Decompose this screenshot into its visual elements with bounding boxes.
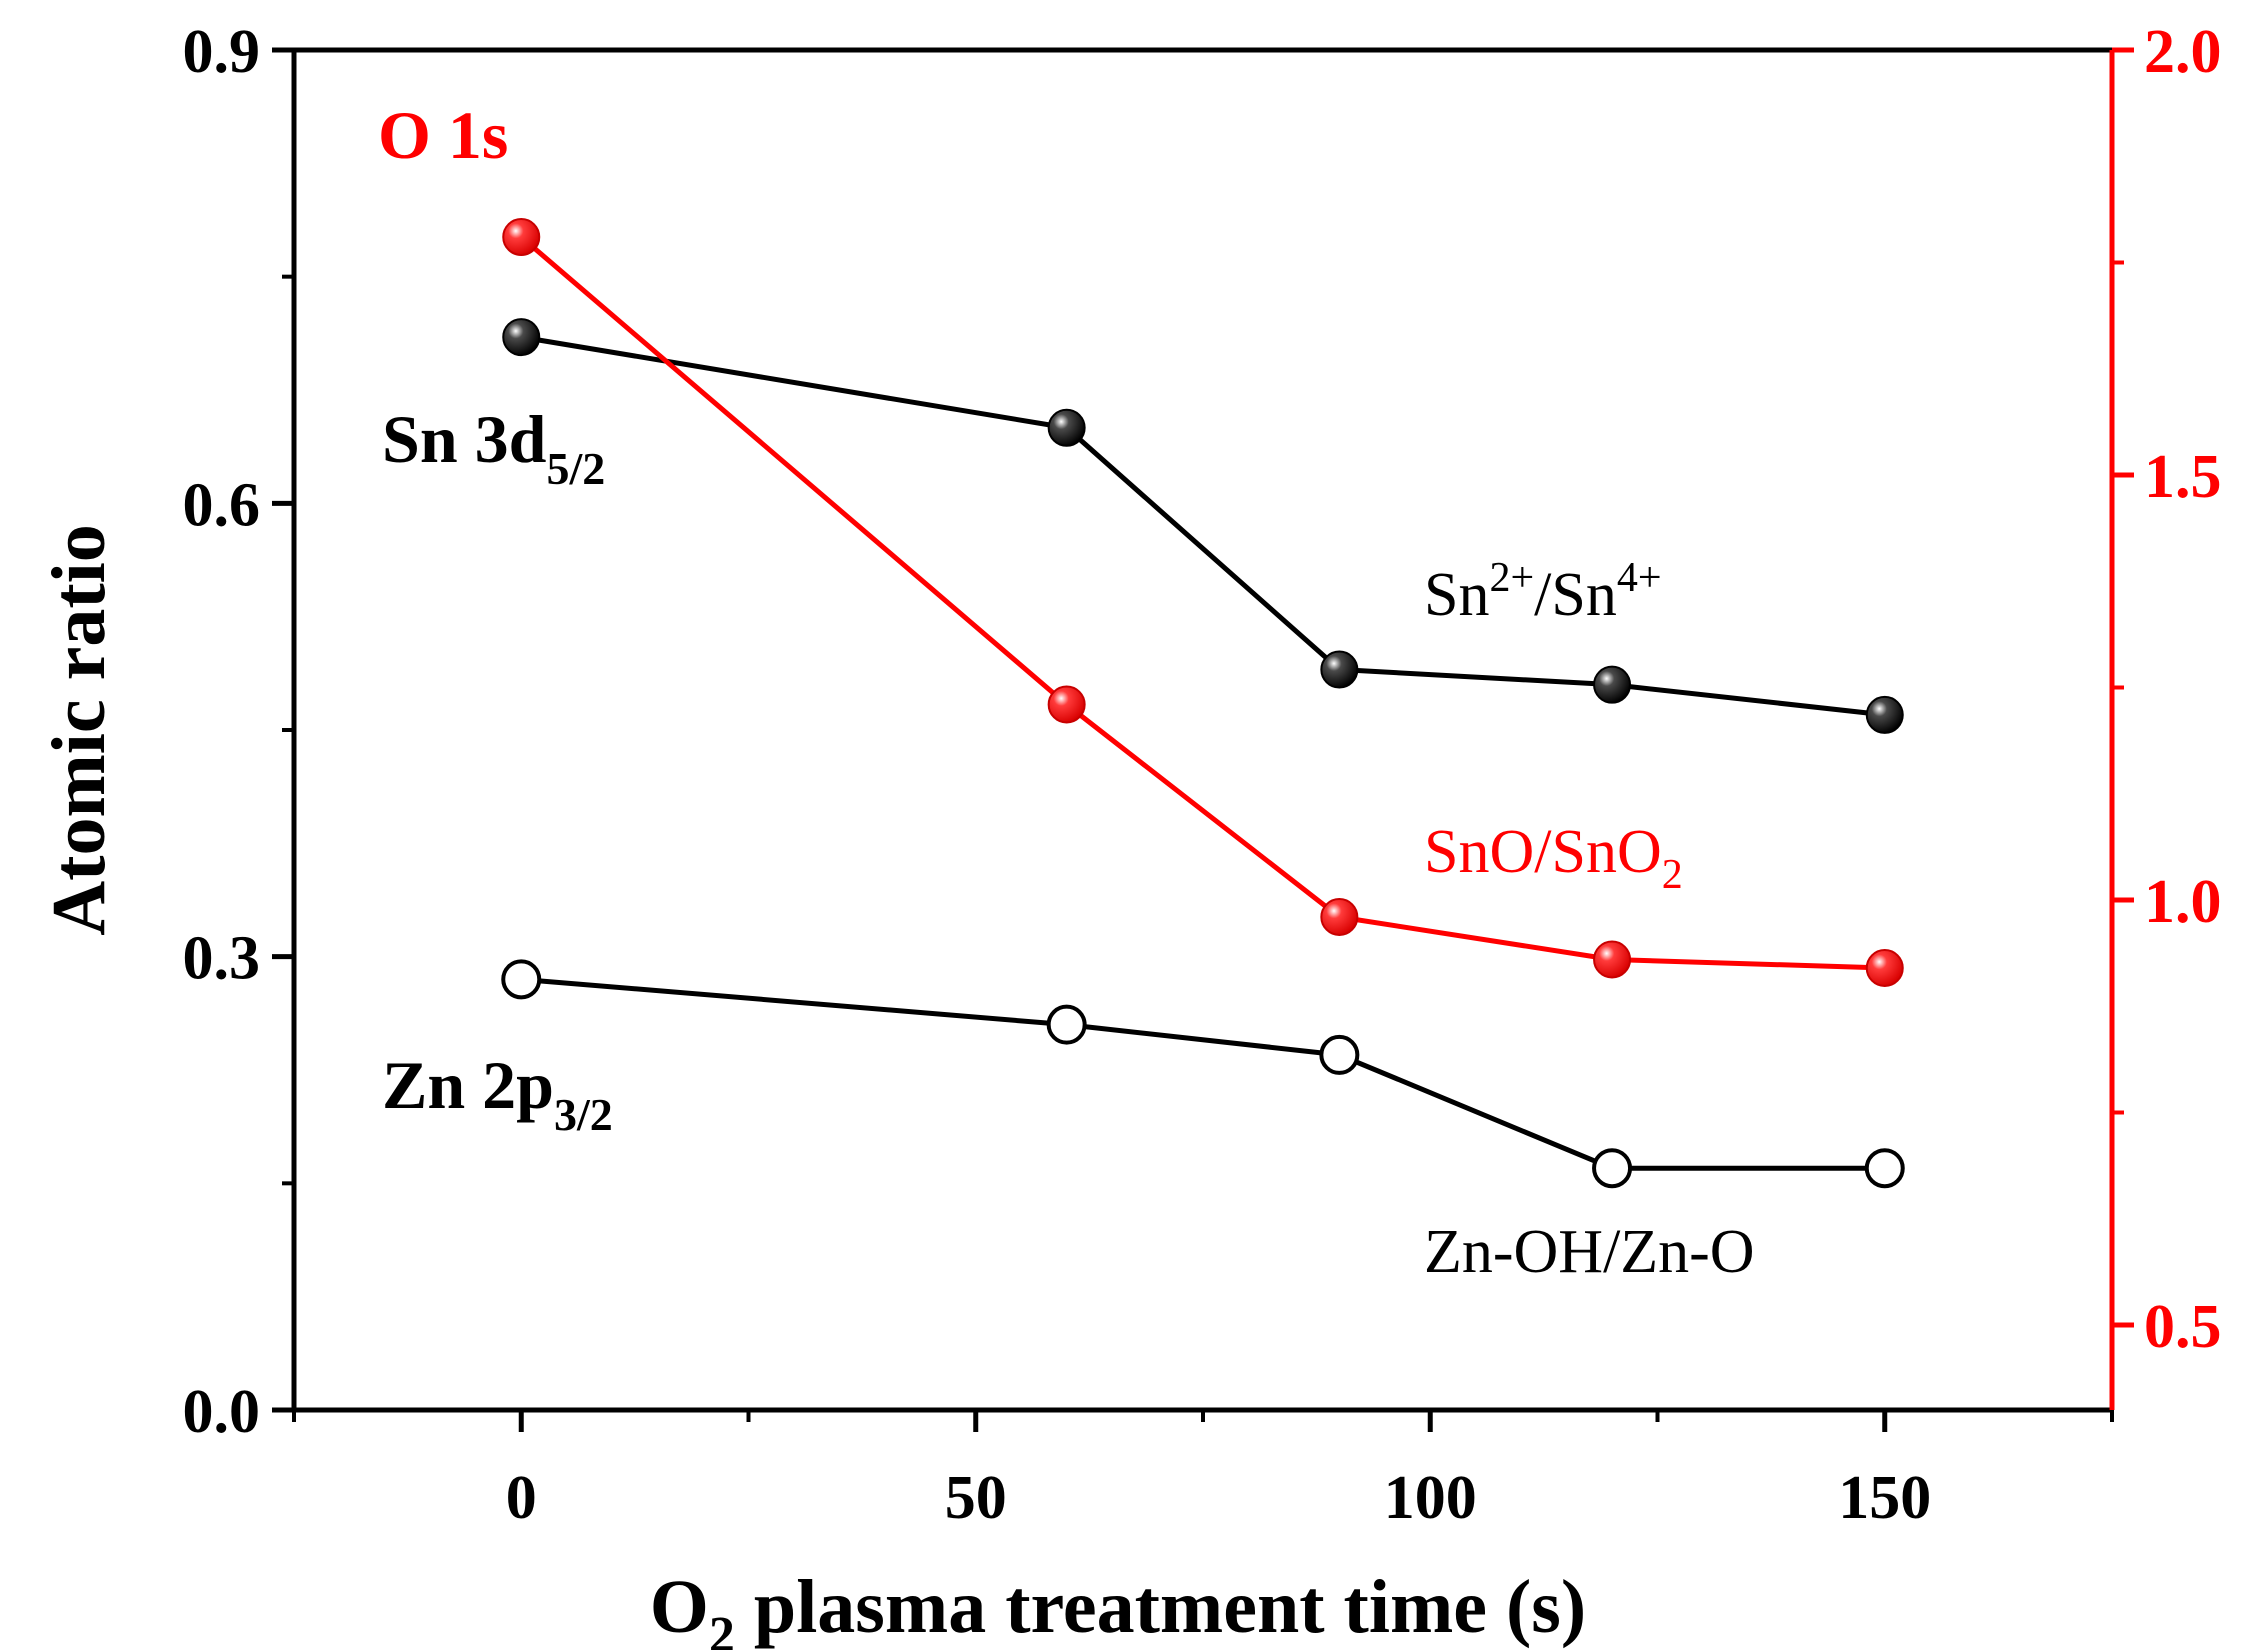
data-point-o-1s-60 (1047, 685, 1086, 724)
sn3d-label-main: Sn 3d (382, 401, 547, 477)
data-point-zn-2p3-2-120 (1592, 1148, 1633, 1189)
data-point-sn-3d5-2-0 (502, 318, 541, 357)
x-axis-title-sub: 2 (709, 1607, 735, 1650)
o1s-label: O 1s (378, 97, 508, 173)
y-axis-title-left: Atomic ratio (37, 524, 121, 936)
y-left-tick-label-0.6: 0.6 (183, 471, 261, 539)
y-left-tick-label-0.3: 0.3 (183, 925, 261, 993)
zn-ratio-label: Zn-OH/Zn-O (1424, 1218, 1755, 1286)
data-point-zn-2p3-2-60 (1046, 1004, 1087, 1045)
data-point-o-1s-150 (1865, 949, 1904, 987)
sn-ratio-b-sup: 4+ (1617, 555, 1662, 601)
sn-ratio-a: Sn (1424, 561, 1489, 629)
x-axis-title-rest: plasma treatment time (s) (735, 1565, 1586, 1649)
x-tick-label-0: 0 (506, 1464, 537, 1532)
zn2p-label-sub: 3/2 (554, 1089, 613, 1140)
y-left-tick-label-0.0: 0.0 (183, 1378, 261, 1446)
sn-ratio-b: /Sn (1534, 561, 1617, 629)
sno-ratio-a-sub: 2 (1662, 852, 1683, 898)
data-point-zn-2p3-2-0 (501, 959, 542, 1000)
sn3d-label-sub: 5/2 (546, 443, 605, 494)
sno-ratio-a: SnO/SnO (1424, 818, 1662, 886)
zn2p-label-main: Zn 2p (382, 1047, 554, 1123)
data-point-sn-3d5-2-90 (1320, 650, 1359, 689)
x-tick-label-150: 150 (1838, 1464, 1931, 1532)
y-right-tick-label-2.0: 2.0 (2144, 18, 2222, 86)
data-point-sn-3d5-2-120 (1593, 665, 1632, 704)
sn-ratio-label: Sn2+/Sn4+ (1424, 555, 1662, 629)
data-point-sn-3d5-2-150 (1865, 695, 1904, 734)
x-tick-label-100: 100 (1384, 1464, 1477, 1532)
series-line-sn-3d5-2 (520, 334, 1886, 718)
x-tick-label-50: 50 (945, 1464, 1007, 1532)
data-point-zn-2p3-2-150 (1864, 1148, 1905, 1189)
series-line-zn-2p3-2 (521, 976, 1885, 1171)
sno-ratio-label: SnO/SnO2 (1424, 818, 1683, 898)
data-point-zn-2p3-2-90 (1319, 1034, 1360, 1075)
data-point-o-1s-90 (1320, 898, 1359, 936)
zn2p-label: Zn 2p3/2 (382, 1047, 613, 1140)
x-axis-title: O2 plasma treatment time (s) (650, 1565, 1586, 1650)
data-point-o-1s-120 (1593, 940, 1632, 979)
sn-ratio-a-sup: 2+ (1489, 555, 1534, 601)
tick-marks (272, 47, 2134, 1432)
data-point-o-1s-0 (502, 218, 541, 256)
x-axis-title-main: O (650, 1565, 709, 1649)
series-layer (501, 218, 1905, 1189)
y-right-tick-label-0.5: 0.5 (2144, 1293, 2222, 1361)
tick-labels: 0 50 100 150 0.0 0.3 0.6 0.9 0.5 1.0 1.5 2.0 (183, 18, 2222, 1532)
sn3d-label: Sn 3d5/2 (382, 401, 605, 494)
y-left-tick-label-0.9: 0.9 (183, 18, 261, 86)
y-right-tick-label-1.5: 1.5 (2144, 443, 2222, 511)
data-point-sn-3d5-2-60 (1047, 408, 1086, 447)
y-right-tick-label-1.0: 1.0 (2144, 868, 2222, 936)
